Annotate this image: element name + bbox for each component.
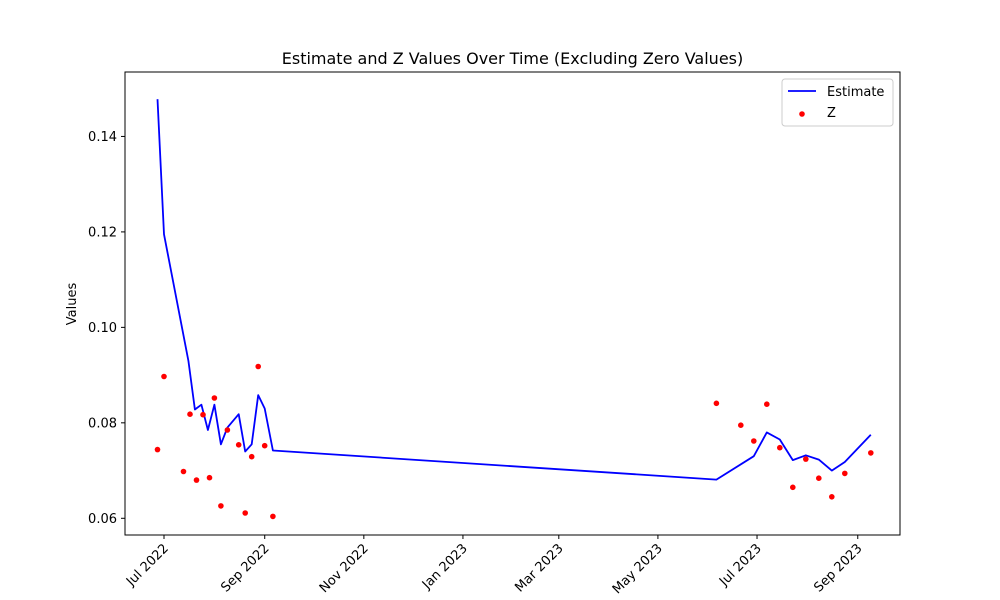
- z-point: [842, 470, 848, 477]
- z-point: [180, 468, 187, 475]
- z-point: [713, 400, 720, 407]
- series-line-estimate: [156, 99, 872, 481]
- chart-title: Estimate and Z Values Over Time (Excludi…: [282, 49, 744, 68]
- z-point: [816, 475, 822, 482]
- y-tick-label: 0.08: [88, 416, 117, 431]
- z-point: [193, 477, 200, 483]
- y-tick-label: 0.14: [88, 130, 117, 145]
- legend-dot-swatch: [799, 111, 805, 117]
- z-point: [777, 444, 783, 451]
- z-point: [764, 401, 770, 408]
- z-point: [211, 395, 218, 401]
- z-point: [790, 484, 796, 491]
- z-point: [255, 363, 261, 370]
- z-point: [218, 503, 224, 509]
- z-point: [751, 438, 757, 444]
- z-point: [261, 442, 268, 449]
- y-axis-label: Values: [65, 283, 80, 326]
- z-point: [224, 427, 231, 433]
- legend-label: Estimate: [827, 85, 884, 100]
- plot-frame: [124, 71, 901, 536]
- z-point: [154, 446, 161, 453]
- z-point: [829, 494, 835, 500]
- z-point: [187, 411, 193, 418]
- z-point: [235, 442, 242, 448]
- z-point: [738, 422, 744, 429]
- z-point: [200, 411, 206, 418]
- z-point: [803, 456, 809, 462]
- legend-label: Z: [827, 106, 836, 121]
- z-point: [161, 373, 167, 380]
- z-point: [248, 453, 255, 460]
- z-point: [270, 513, 276, 520]
- z-point: [868, 450, 874, 456]
- y-tick-label: 0.06: [88, 512, 117, 527]
- y-tick-label: 0.12: [88, 225, 117, 240]
- z-point: [206, 474, 213, 481]
- y-tick-label: 0.10: [88, 321, 117, 336]
- z-point: [242, 510, 248, 516]
